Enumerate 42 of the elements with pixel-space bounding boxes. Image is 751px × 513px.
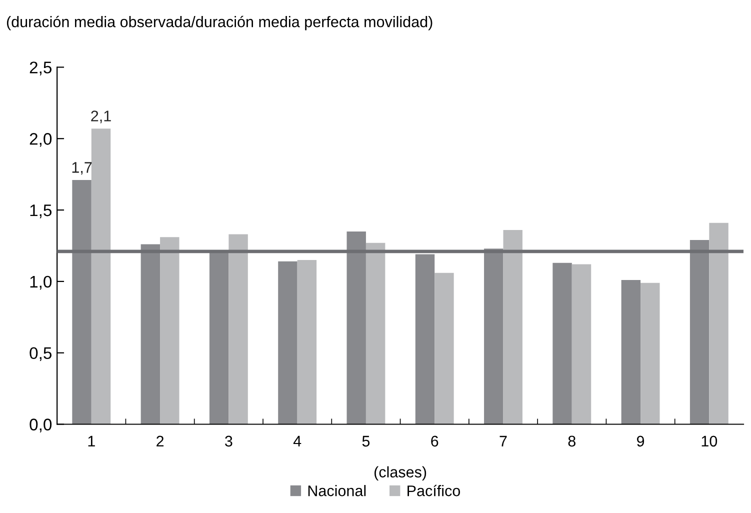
bar <box>140 244 160 424</box>
y-tick-label: 0,5 <box>30 347 52 362</box>
x-tick-label: 8 <box>568 436 576 447</box>
legend-label: Pacífico <box>408 484 460 496</box>
x-tick-label: 5 <box>362 436 370 447</box>
bar <box>278 261 298 424</box>
x-tick-label: 9 <box>636 436 644 447</box>
bar <box>552 262 572 424</box>
x-tick-label: 4 <box>293 436 302 446</box>
bar <box>297 260 317 424</box>
bar <box>434 272 454 424</box>
x-tick-label: 7 <box>500 436 507 446</box>
chart-subtitle: (duración media observada/duración media perfecta movilidad) <box>6 16 432 30</box>
y-tick-label: 1,0 <box>30 276 52 290</box>
bar <box>209 251 229 424</box>
legend-label: Nacional <box>308 485 366 496</box>
y-tick-label: 2,0 <box>30 133 52 147</box>
bar <box>484 248 504 424</box>
data-label: 1,7 <box>72 162 92 175</box>
x-tick-label: 3 <box>225 436 232 447</box>
bar <box>366 242 386 424</box>
bar <box>228 234 248 424</box>
bar <box>640 282 660 424</box>
x-tick-label: 1 <box>88 436 95 446</box>
bar <box>346 231 366 424</box>
bar <box>91 128 111 424</box>
bar <box>621 280 641 424</box>
bar <box>709 222 728 424</box>
y-tick-label: 1,5 <box>30 204 52 218</box>
data-label: 2,1 <box>91 110 111 124</box>
y-tick-label: 0,0 <box>30 418 52 432</box>
x-tick-label: 2 <box>156 436 164 446</box>
bar <box>160 237 180 424</box>
bar <box>72 180 92 424</box>
y-tick-label: 2,5 <box>30 62 52 76</box>
bar <box>572 264 592 424</box>
bar <box>690 240 710 424</box>
bar <box>503 230 522 424</box>
x-axis-title: (clases) <box>374 466 426 481</box>
x-tick-label: 10 <box>702 436 718 447</box>
x-tick-label: 6 <box>431 436 438 447</box>
bar <box>415 254 435 424</box>
